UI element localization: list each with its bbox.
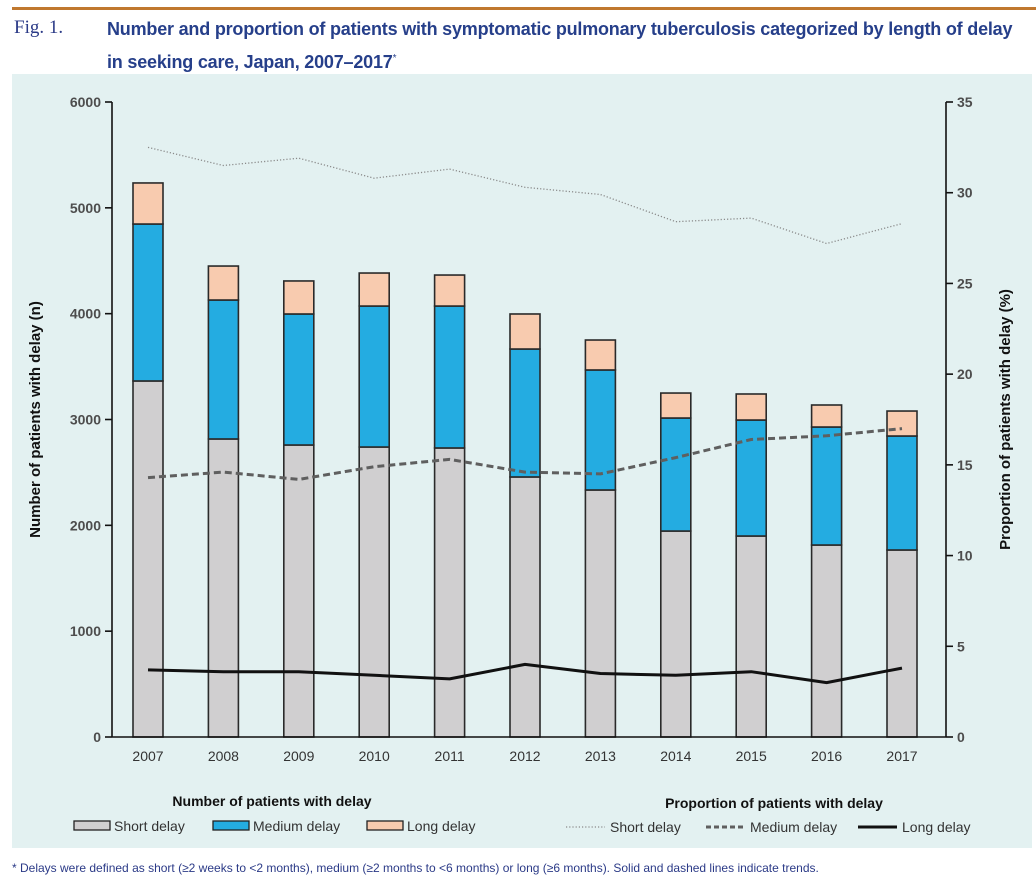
legend-label-bar-long-delay: Long delay (407, 818, 476, 834)
y-axis-label: Number of patients with delay (n) (27, 301, 44, 538)
bar-medium-delay-2014 (659, 417, 692, 532)
bar-medium-delay-2007 (132, 223, 164, 382)
x-tick-label-2015: 2015 (736, 748, 767, 764)
bar-medium-delay-2017 (886, 435, 918, 551)
legend-layer: Number of patients with delay Proportion … (73, 793, 971, 835)
y-tick-label-1000: 1000 (70, 623, 101, 639)
y-tick-label-6000: 6000 (70, 94, 101, 110)
x-tick-label-2007: 2007 (132, 748, 163, 764)
x-tick-label-2014: 2014 (660, 748, 691, 764)
bar-medium-delay-2016 (810, 426, 843, 546)
x-tick-label-2008: 2008 (208, 748, 239, 764)
bars-layer (132, 182, 918, 738)
y2-tick-label-20: 20 (957, 366, 973, 382)
footnote: * Delays were defined as short (≥2 weeks… (12, 861, 819, 875)
bar-medium-delay-2008 (207, 299, 240, 440)
y2-tick-label-0: 0 (957, 729, 965, 745)
bar-long-delay-2017 (886, 410, 918, 437)
bar-short-delay-2017 (886, 549, 918, 738)
bar-short-delay-2009 (282, 444, 315, 738)
bar-long-delay-2008 (207, 265, 240, 301)
figure-title-marker: * (392, 53, 397, 64)
y2-tick-label-35: 35 (957, 94, 973, 110)
figure-label: Fig. 1. (14, 17, 64, 38)
bar-short-delay-2013 (584, 489, 617, 738)
x-tick-label-2009: 2009 (283, 748, 314, 764)
bar-medium-delay-2010 (358, 305, 391, 448)
legend-label-bar-medium-delay: Medium delay (253, 818, 340, 834)
bar-short-delay-2011 (433, 447, 466, 738)
bar-long-delay-2015 (735, 393, 768, 421)
y-tick-label-2000: 2000 (70, 517, 101, 533)
header-rule (12, 7, 1036, 10)
x-tick-label-2011: 2011 (435, 748, 465, 764)
x-tick-label-2017: 2017 (886, 748, 917, 764)
bar-long-delay-2009 (282, 280, 315, 315)
x-tick-label-2010: 2010 (359, 748, 390, 764)
bar-short-delay-2016 (810, 544, 843, 738)
bar-long-delay-2016 (810, 404, 843, 428)
bar-medium-delay-2012 (509, 348, 541, 478)
legend-label-line-medium-delay: Medium delay (750, 819, 837, 835)
y-tick-label-0: 0 (93, 729, 101, 745)
figure-title-text: Number and proportion of patients with s… (107, 19, 1013, 72)
legend-label-bar-short-delay: Short delay (114, 818, 185, 834)
y2-tick-label-10: 10 (957, 548, 973, 564)
bar-short-delay-2012 (509, 476, 541, 738)
y2-tick-label-30: 30 (957, 185, 973, 201)
bar-short-delay-2015 (735, 535, 768, 738)
y2-tick-label-25: 25 (957, 275, 973, 291)
bar-medium-delay-2011 (433, 305, 466, 449)
bar-long-delay-2007 (132, 182, 164, 225)
bar-long-delay-2010 (358, 272, 391, 307)
bar-long-delay-2011 (433, 274, 466, 307)
legend-label-line-long-delay: Long delay (902, 819, 971, 835)
x-tick-label-2013: 2013 (585, 748, 616, 764)
bar-long-delay-2012 (509, 313, 541, 350)
bar-medium-delay-2009 (282, 313, 315, 446)
bar-medium-delay-2015 (735, 419, 768, 537)
y-tick-label-4000: 4000 (70, 306, 101, 322)
y2-tick-label-15: 15 (957, 457, 973, 473)
bar-short-delay-2007 (132, 380, 164, 738)
bar-short-delay-2010 (358, 446, 391, 738)
legend-label-line-short-delay: Short delay (610, 819, 681, 835)
legend-swatch-medium-delay (212, 820, 250, 831)
figure-title: Number and proportion of patients with s… (107, 15, 1032, 77)
line-short-delay (147, 146, 903, 245)
x-tick-label-2016: 2016 (811, 748, 842, 764)
legend-bars-title: Number of patients with delay (172, 793, 371, 809)
legend-swatch-long-delay (366, 820, 404, 831)
x-tick-label-2012: 2012 (509, 748, 540, 764)
axes-layer: 0 1000 2000 3000 4000 5000 6000 0 5 10 15 20 25 30 35 2… (27, 94, 1014, 764)
bar-long-delay-2014 (659, 392, 692, 419)
y2-tick-label-5: 5 (957, 638, 965, 654)
y-tick-label-3000: 3000 (70, 412, 101, 428)
bar-short-delay-2014 (659, 530, 692, 738)
lines-layer (147, 146, 903, 685)
y2-axis-label: Proportion of patients with delay (%) (997, 289, 1014, 550)
y-tick-label-5000: 5000 (70, 200, 101, 216)
bar-short-delay-2008 (207, 438, 240, 738)
legend-lines-title: Proportion of patients with delay (665, 795, 883, 811)
bar-long-delay-2013 (584, 339, 617, 371)
legend-swatch-short-delay (73, 820, 111, 831)
line-long-delay (147, 662, 903, 685)
line-medium-delay (147, 427, 903, 481)
